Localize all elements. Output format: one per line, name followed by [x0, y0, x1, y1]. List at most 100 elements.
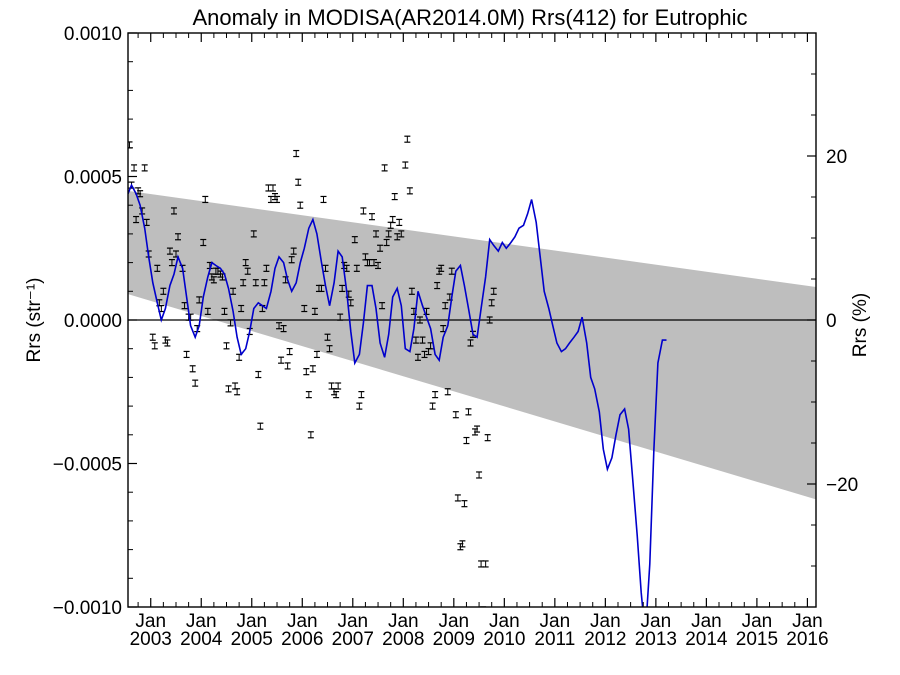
- x-tick-label-year: 2005: [231, 629, 273, 650]
- data-point: [478, 560, 485, 568]
- x-tick-label-year: 2016: [786, 629, 828, 650]
- data-point: [160, 287, 167, 295]
- data-point: [265, 184, 272, 192]
- data-point: [230, 287, 237, 295]
- data-point: [383, 238, 390, 247]
- data-point: [480, 606, 487, 607]
- data-point: [301, 304, 308, 313]
- data-point: [202, 195, 209, 204]
- x-tick-label-month: Jan: [792, 611, 823, 632]
- x-tick-label-year: 2004: [180, 629, 223, 650]
- x-tick-label-year: 2010: [483, 629, 525, 650]
- data-point: [377, 244, 384, 252]
- x-tick-label-month: Jan: [186, 611, 217, 632]
- data-point: [490, 287, 497, 295]
- data-point: [339, 284, 346, 293]
- data-point: [151, 342, 158, 350]
- x-tick-label-month: Jan: [337, 611, 368, 632]
- data-point: [404, 135, 411, 143]
- data-point: [234, 388, 241, 396]
- data-point: [379, 302, 386, 310]
- data-point: [442, 302, 449, 310]
- y-axis-label-right: Rrs (%): [850, 293, 871, 357]
- data-point: [227, 319, 234, 327]
- data-point: [351, 236, 358, 244]
- data-point: [398, 230, 405, 238]
- data-point: [356, 402, 363, 410]
- data-point: [396, 218, 403, 227]
- data-point: [394, 233, 401, 241]
- data-point: [255, 370, 262, 379]
- x-tick-label-month: Jan: [388, 611, 419, 632]
- data-point: [333, 391, 340, 399]
- data-point: [225, 385, 232, 393]
- chart-title: Anomaly in MODISA(AR2014.0M) Rrs(412) fo…: [192, 5, 747, 30]
- x-tick-label-year: 2015: [736, 629, 778, 650]
- data-point: [276, 322, 283, 330]
- data-point: [181, 302, 188, 310]
- data-point: [358, 391, 365, 399]
- data-point: [482, 560, 489, 568]
- data-point: [307, 431, 314, 439]
- data-point: [488, 299, 495, 307]
- data-point: [164, 339, 171, 347]
- data-point: [368, 213, 375, 221]
- data-point: [459, 540, 466, 548]
- data-point: [454, 494, 461, 502]
- data-point: [154, 264, 161, 272]
- data-point: [419, 336, 426, 344]
- anomaly-points: [128, 135, 497, 607]
- data-point: [335, 382, 342, 390]
- data-point: [293, 149, 300, 158]
- x-tick-label-month: Jan: [236, 611, 267, 632]
- data-point: [416, 316, 423, 324]
- data-point: [192, 379, 199, 387]
- right-tick-label: −20: [826, 475, 858, 496]
- data-point: [131, 164, 138, 172]
- data-point: [381, 164, 388, 172]
- data-point: [170, 207, 177, 215]
- right-tick-label: 20: [826, 147, 847, 168]
- y-tick-label: −0.0010: [53, 598, 122, 619]
- data-point: [267, 195, 274, 204]
- data-point: [168, 259, 175, 267]
- data-point: [240, 279, 247, 287]
- data-point: [360, 207, 367, 215]
- x-tick-label-year: 2011: [534, 629, 575, 650]
- x-tick-label-month: Jan: [691, 611, 722, 632]
- x-tick-label-year: 2013: [635, 629, 677, 650]
- data-point: [183, 350, 190, 359]
- data-point: [412, 336, 419, 344]
- data-point: [290, 247, 297, 255]
- data-point: [326, 345, 333, 353]
- data-point: [175, 233, 182, 241]
- data-point: [371, 259, 378, 267]
- data-point: [286, 347, 293, 356]
- data-point: [389, 215, 396, 224]
- data-point: [461, 500, 468, 508]
- data-point: [434, 281, 441, 290]
- data-point: [232, 382, 239, 390]
- x-tick-label-month: Jan: [590, 611, 621, 632]
- data-point: [244, 267, 251, 275]
- data-point: [408, 287, 415, 295]
- y-tick-label: 0.0005: [64, 168, 122, 189]
- x-tick-label-year: 2008: [382, 629, 424, 650]
- data-point: [318, 284, 325, 293]
- x-tick-label-year: 2007: [332, 629, 374, 650]
- data-point: [166, 247, 173, 255]
- x-tick-label-year: 2003: [130, 629, 172, 650]
- data-point: [414, 353, 421, 361]
- data-point: [465, 408, 472, 416]
- data-point: [324, 333, 331, 341]
- data-point: [423, 307, 430, 315]
- data-point: [137, 190, 144, 198]
- data-point: [467, 339, 474, 347]
- data-point: [375, 261, 382, 270]
- data-point: [252, 279, 259, 287]
- data-point: [432, 391, 439, 399]
- data-point: [280, 325, 287, 333]
- x-tick-label-month: Jan: [489, 611, 520, 632]
- data-point: [486, 316, 493, 324]
